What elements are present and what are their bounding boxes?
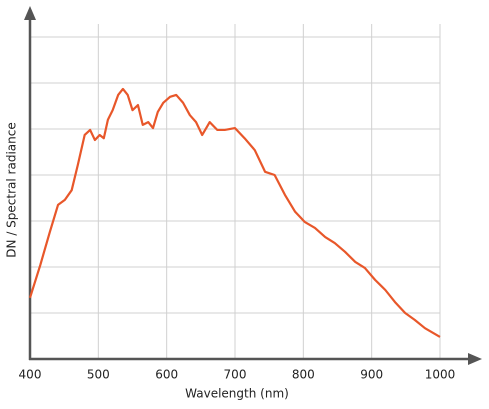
x-tick-label: 700 [224, 368, 247, 382]
x-tick-label: 900 [360, 368, 383, 382]
x-axis-arrow [468, 353, 482, 365]
x-tick-label: 600 [155, 368, 178, 382]
x-tick-label: 400 [19, 368, 42, 382]
x-tick-label: 1000 [425, 368, 456, 382]
x-axis-label: Wavelength (nm) [185, 387, 289, 401]
data-line [28, 87, 441, 338]
y-axis-arrow [24, 6, 36, 20]
y-axis-label: DN / Spectral radiance [5, 122, 19, 257]
x-tick-label: 500 [87, 368, 110, 382]
x-tick-label: 800 [292, 368, 315, 382]
